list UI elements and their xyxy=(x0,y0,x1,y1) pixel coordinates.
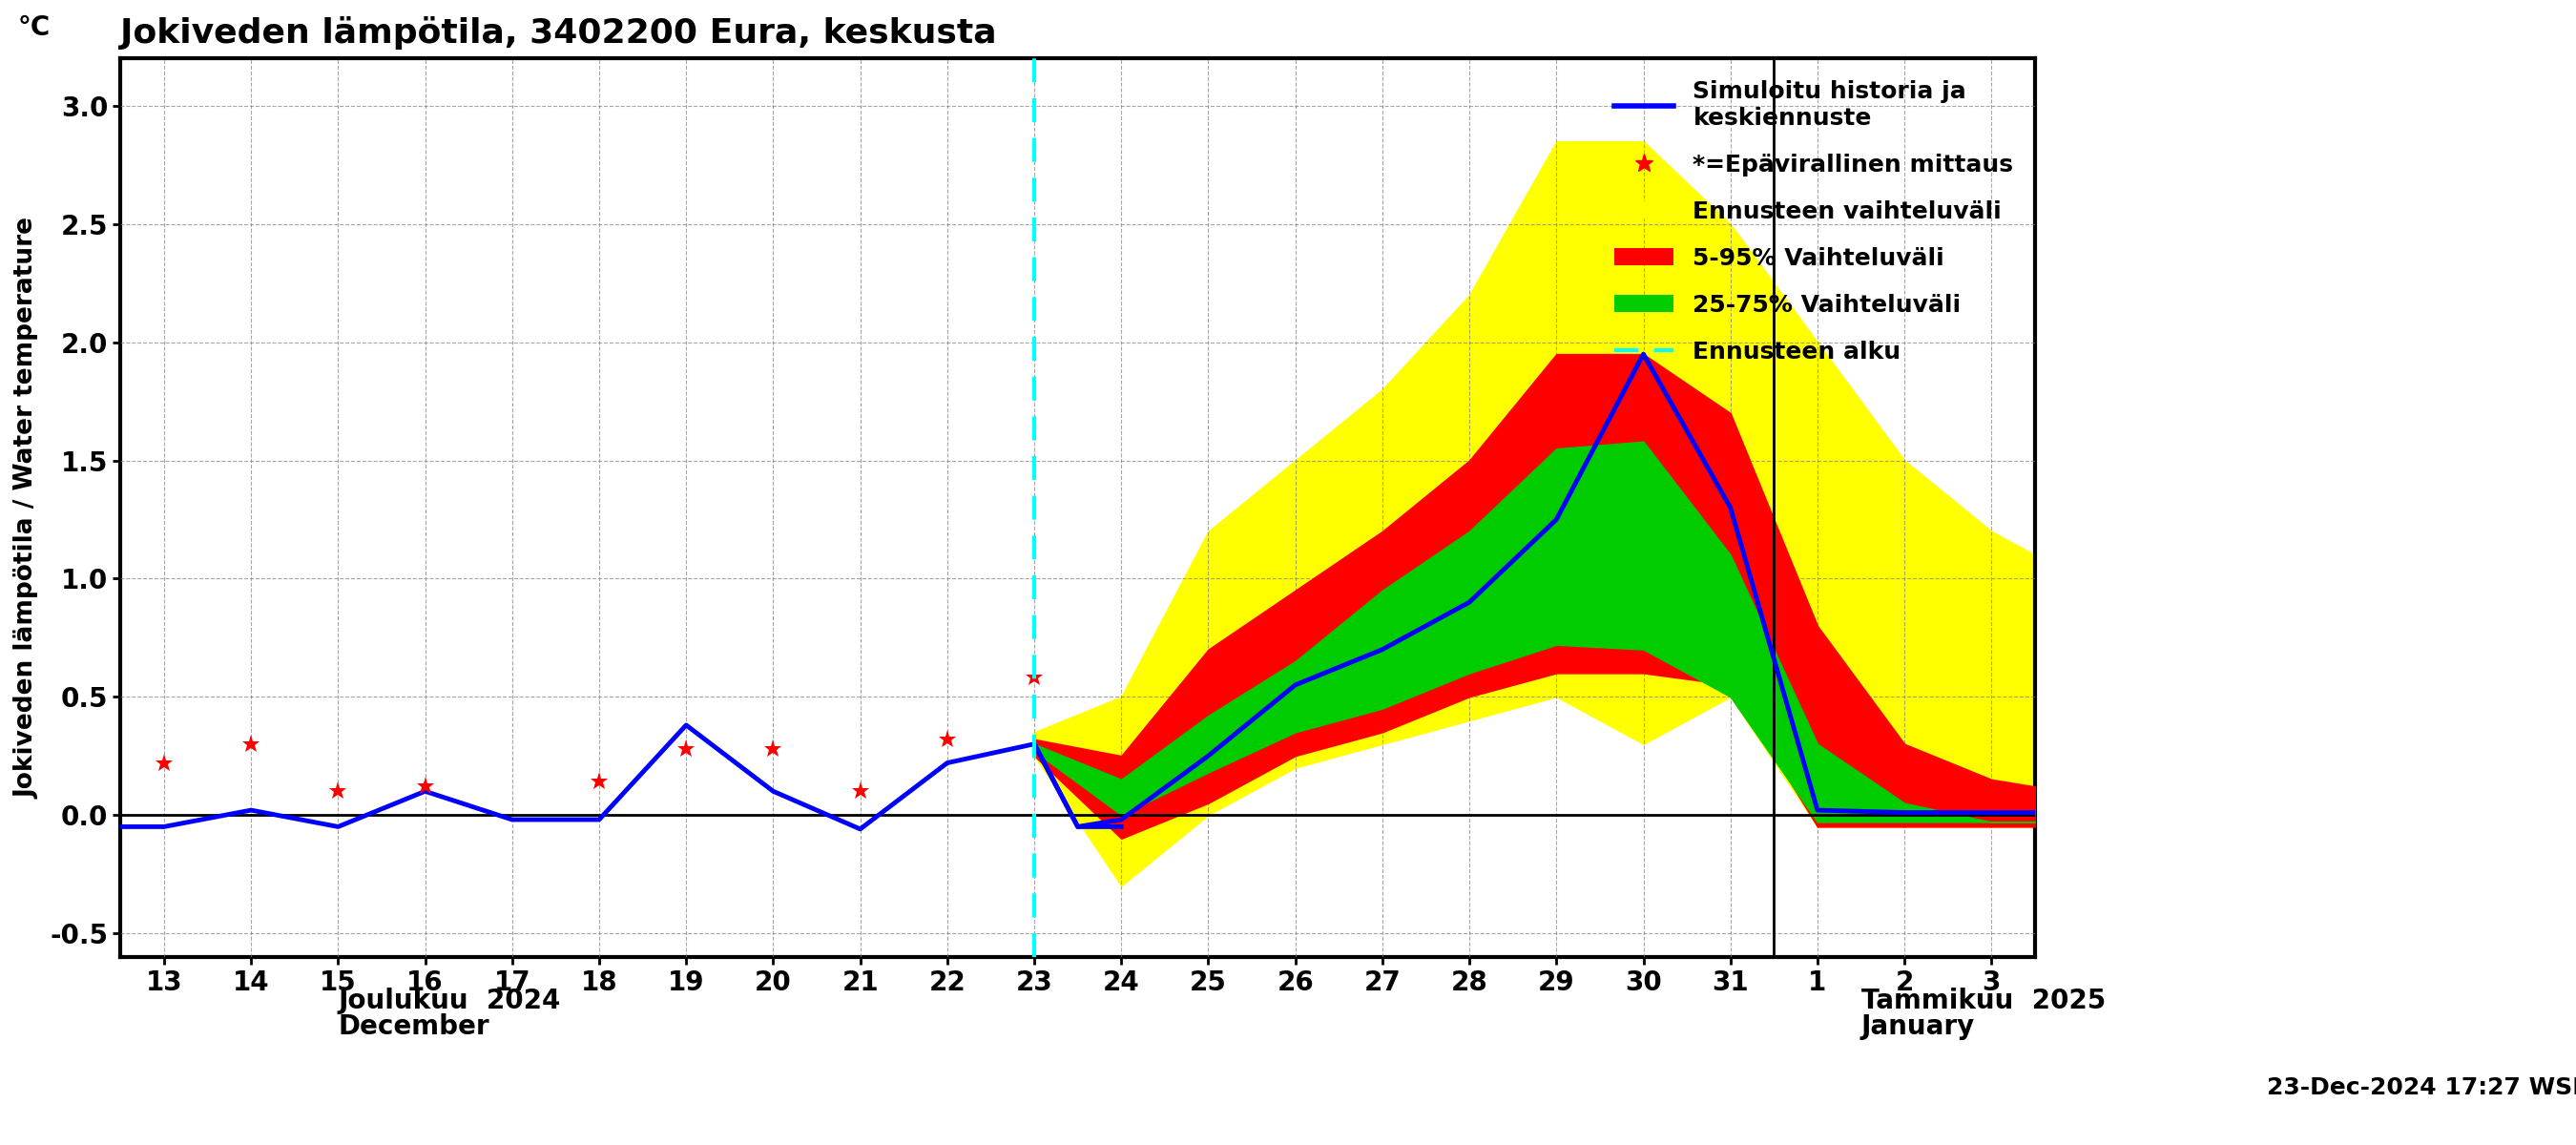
Legend: Simuloitu historia ja
keskiennuste, *=Epävirallinen mittaus, Ennusteen vaihteluv: Simuloitu historia ja keskiennuste, *=Ep… xyxy=(1605,71,2022,373)
Text: °C: °C xyxy=(18,14,52,41)
Text: Joulukuu  2024: Joulukuu 2024 xyxy=(337,987,562,1014)
Text: January: January xyxy=(1860,1013,1976,1040)
Text: Jokiveden lämpötila, 3402200 Eura, keskusta: Jokiveden lämpötila, 3402200 Eura, kesku… xyxy=(121,16,997,49)
Y-axis label: Jokiveden lämpötila / Water temperature: Jokiveden lämpötila / Water temperature xyxy=(15,218,39,798)
Text: Tammikuu  2025: Tammikuu 2025 xyxy=(1860,987,2105,1014)
Text: December: December xyxy=(337,1013,489,1040)
Text: 23-Dec-2024 17:27 WSFS-O: 23-Dec-2024 17:27 WSFS-O xyxy=(2267,1076,2576,1099)
